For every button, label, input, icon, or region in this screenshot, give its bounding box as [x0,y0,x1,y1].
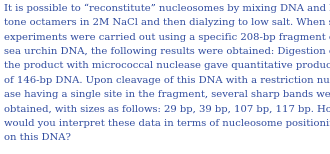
Text: sea urchin DNA, the following results were obtained: Digestion of: sea urchin DNA, the following results we… [4,47,330,56]
Text: experiments were carried out using a specific 208-bp fragment of: experiments were carried out using a spe… [4,33,330,42]
Text: ase having a single site in the fragment, several sharp bands were: ase having a single site in the fragment… [4,90,330,99]
Text: tone octamers in 2M NaCl and then dialyzing to low salt. When such: tone octamers in 2M NaCl and then dialyz… [4,18,330,27]
Text: would you interpret these data in terms of nucleosome positioning: would you interpret these data in terms … [4,119,330,128]
Text: obtained, with sizes as follows: 29 bp, 39 bp, 107 bp, 117 bp. How: obtained, with sizes as follows: 29 bp, … [4,105,330,114]
Text: of 146-bp DNA. Upon cleavage of this DNA with a restriction nucle-: of 146-bp DNA. Upon cleavage of this DNA… [4,76,330,85]
Text: It is possible to “reconstitute” nucleosomes by mixing DNA and his-: It is possible to “reconstitute” nucleos… [4,4,330,13]
Text: the product with micrococcal nuclease gave quantitative production: the product with micrococcal nuclease ga… [4,61,330,70]
Text: on this DNA?: on this DNA? [4,134,71,142]
